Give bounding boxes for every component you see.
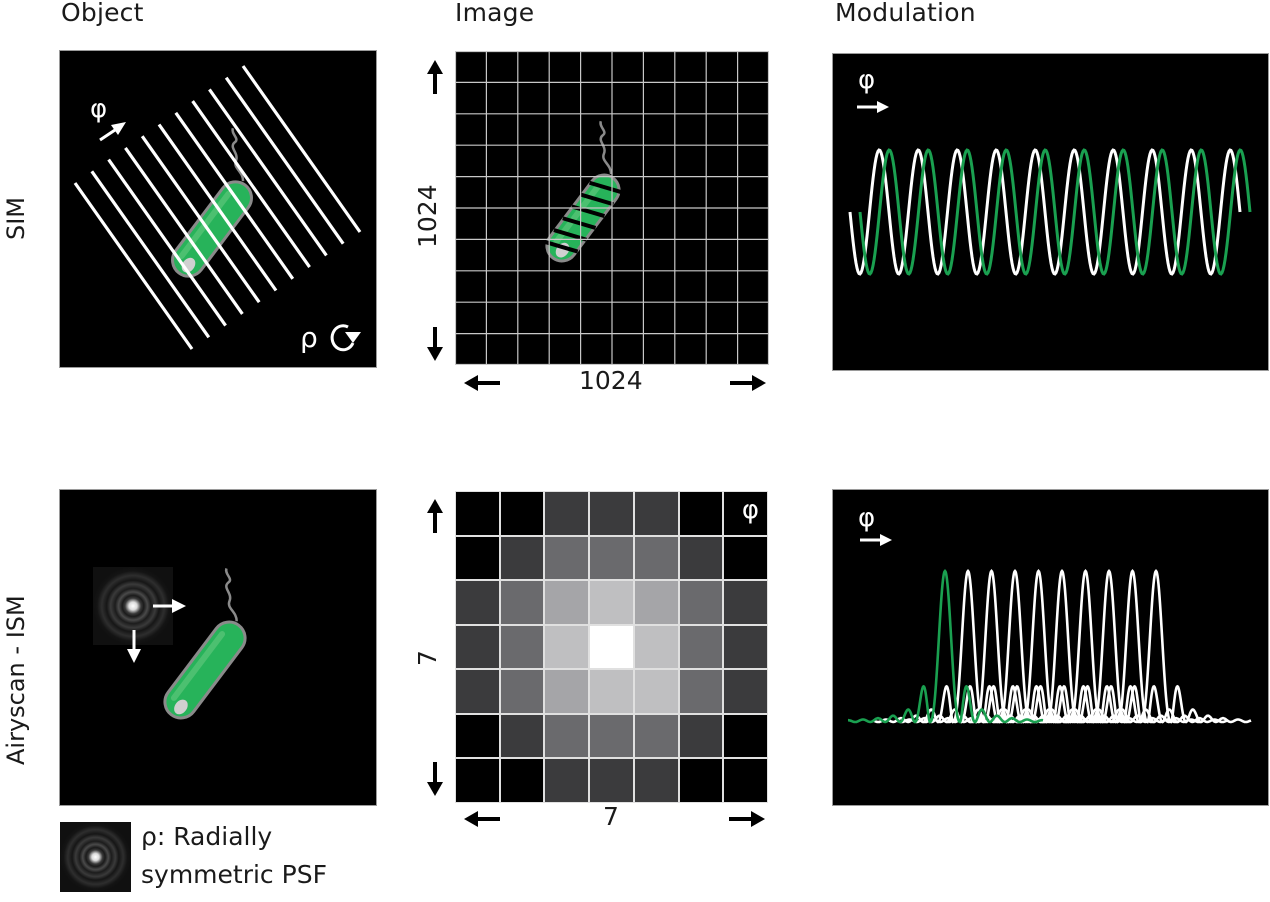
arrow-left-icon [462, 810, 502, 832]
detector-pixel [500, 536, 544, 580]
detector-pixel [634, 759, 678, 802]
detector-pixel [500, 492, 544, 535]
detector-pixel [456, 670, 499, 713]
psf-legend-text: ρ: Radially symmetric PSF [141, 818, 327, 894]
arrow-right-icon [728, 374, 768, 396]
sim-modulation-panel: φ [833, 54, 1268, 370]
detector-pixel [724, 492, 767, 535]
detector-pixel [456, 581, 499, 624]
detector-pixel [545, 714, 589, 758]
detector-pixel [545, 759, 589, 802]
detector-pixel [634, 492, 678, 535]
sim-image-panel [455, 51, 769, 365]
row-label-airyscan: Airyscan - ISM [2, 595, 30, 765]
detector-pixel [590, 625, 633, 669]
image-height-label: 1024 [413, 184, 442, 248]
arrow-right-icon [153, 599, 186, 613]
detector-pixel [724, 581, 767, 624]
row-label-sim: SIM [2, 196, 30, 240]
detector-pixel [456, 714, 499, 758]
detector-pixel [679, 581, 723, 624]
airyscan-modulation-panel: φ [833, 490, 1268, 805]
detector-pixel [500, 759, 544, 802]
phi-symbol: φ [858, 65, 875, 95]
detector-pixel [634, 581, 678, 624]
detector-pixel [500, 670, 544, 713]
airyscan-object-illustration [93, 567, 247, 720]
detector-pixel [724, 714, 767, 758]
detector-pixel [545, 581, 589, 624]
legend-line-2: symmetric PSF [141, 860, 327, 889]
arrow-up-icon [426, 497, 444, 539]
detector-pixel [456, 759, 499, 802]
detector-pixel [590, 581, 633, 624]
airyscan-object-panel [60, 490, 376, 805]
detector-pixel [456, 536, 499, 580]
arrow-up-icon [426, 58, 444, 100]
detector-pixel [634, 536, 678, 580]
column-title-image: Image [455, 0, 535, 27]
detector-pixel [545, 625, 589, 669]
detector-height-label: 7 [413, 650, 442, 666]
column-title-modulation: Modulation [835, 0, 976, 27]
bacterium-icon [163, 568, 247, 720]
detector-pixel [545, 492, 589, 535]
phi-arrow-icon [99, 122, 126, 142]
airyscan-modulation-chart: φ [848, 503, 1252, 724]
detector-pixel [590, 759, 633, 802]
detector-pixel [500, 581, 544, 624]
column-title-object: Object [61, 0, 144, 27]
detector-pixel [724, 670, 767, 713]
phi-symbol: φ [858, 503, 875, 533]
sim-object-illustration: φ ρ [73, 65, 362, 354]
arrow-down-icon [426, 760, 444, 802]
detector-pixel [679, 625, 723, 669]
rotate-arrow-icon [330, 324, 361, 352]
detector-pixel [679, 492, 723, 535]
detector-pixel [545, 536, 589, 580]
detector-pixel [634, 625, 678, 669]
sim-image-illustration [455, 51, 769, 365]
detector-pixel [500, 714, 544, 758]
psf-icon [93, 567, 173, 645]
phi-arrow-icon [857, 101, 889, 113]
phi-symbol: φ [741, 495, 759, 525]
detector-pixel [724, 536, 767, 580]
detector-pixel-grid [455, 491, 768, 803]
illumination-stripes [73, 65, 362, 350]
detector-pixel [724, 625, 767, 669]
sim-modulation-chart: φ [848, 65, 1252, 276]
detector-pixel [456, 492, 499, 535]
detector-pixel [634, 714, 678, 758]
detector-pixel [545, 670, 589, 713]
detector-pixel [679, 759, 723, 802]
detector-pixel [590, 536, 633, 580]
psf-legend-icon [60, 822, 131, 892]
detector-pixel [500, 625, 544, 669]
image-width-label: 1024 [579, 366, 643, 395]
detector-width-label: 7 [603, 802, 619, 831]
arrow-down-icon [127, 630, 141, 663]
arrow-down-icon [426, 325, 444, 367]
rho-symbol: ρ [300, 321, 318, 354]
legend-line-1: ρ: Radially [141, 822, 273, 851]
detector-pixel [634, 670, 678, 713]
detector-pixel [679, 714, 723, 758]
phi-arrow-icon [860, 534, 892, 546]
sim-object-panel: φ ρ [60, 51, 376, 367]
detector-pixel [679, 670, 723, 713]
detector-pixel [590, 670, 633, 713]
detector-pixel [724, 759, 767, 802]
detector-pixel [679, 536, 723, 580]
arrow-right-icon [727, 810, 767, 832]
detector-pixel [456, 625, 499, 669]
phi-symbol: φ [90, 94, 107, 124]
detector-pixel [590, 492, 633, 535]
arrow-left-icon [462, 374, 502, 396]
detector-pixel [590, 714, 633, 758]
airyscan-image-panel: φ [455, 491, 768, 803]
